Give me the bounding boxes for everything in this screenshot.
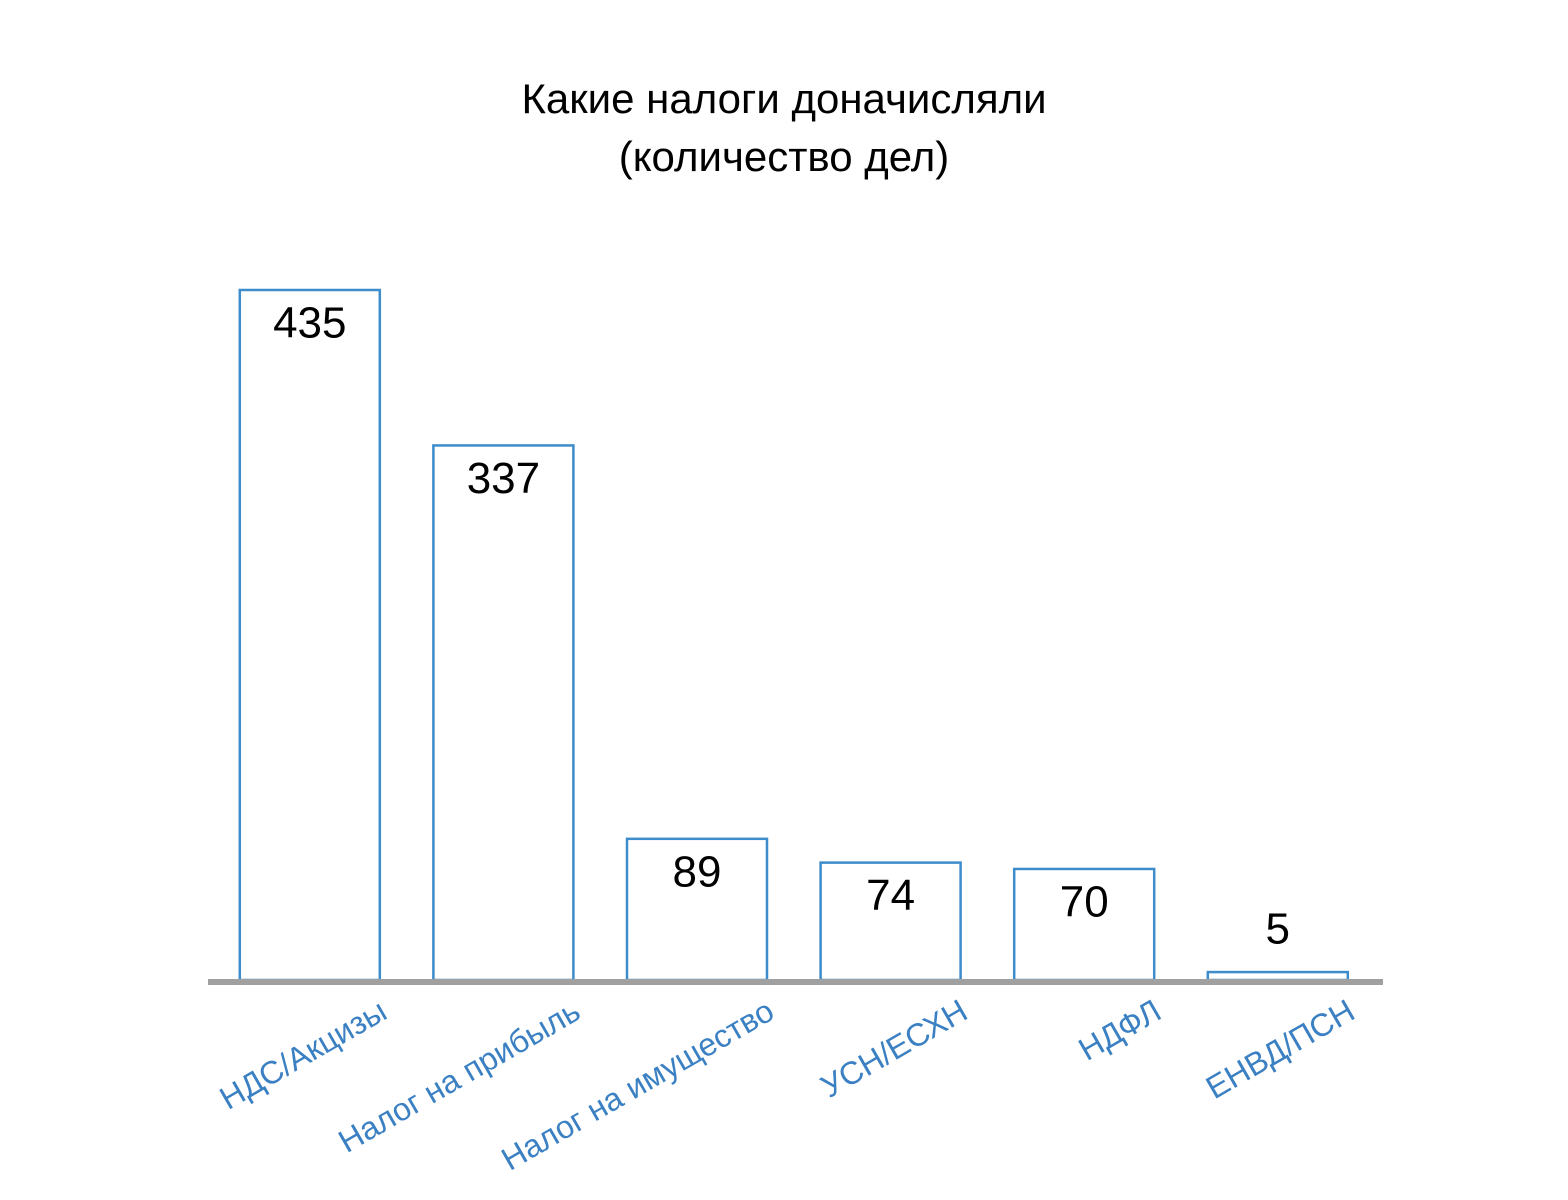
bar: [1206, 970, 1350, 982]
bar: [819, 861, 962, 982]
bar: [432, 444, 575, 982]
data-label: 74: [866, 871, 915, 920]
data-label: 89: [673, 847, 722, 896]
x-tick-label: НДФЛ: [1072, 992, 1167, 1067]
bar: [238, 288, 382, 982]
bar: [1012, 867, 1156, 982]
x-tick-label: НДС/Акцизы: [213, 992, 392, 1116]
data-label: 337: [467, 454, 540, 503]
data-label: 5: [1266, 905, 1290, 954]
x-tick-label: ЕНВД/ПСН: [1200, 992, 1361, 1106]
data-label: 70: [1060, 878, 1109, 927]
data-label: 435: [273, 299, 346, 348]
bar: [625, 837, 769, 982]
x-tick-label: УСН/ЕСХН: [815, 992, 974, 1104]
chart-title: Какие налоги доначисляли: [521, 75, 1046, 122]
chart-subtitle: (количество дел): [619, 133, 950, 180]
